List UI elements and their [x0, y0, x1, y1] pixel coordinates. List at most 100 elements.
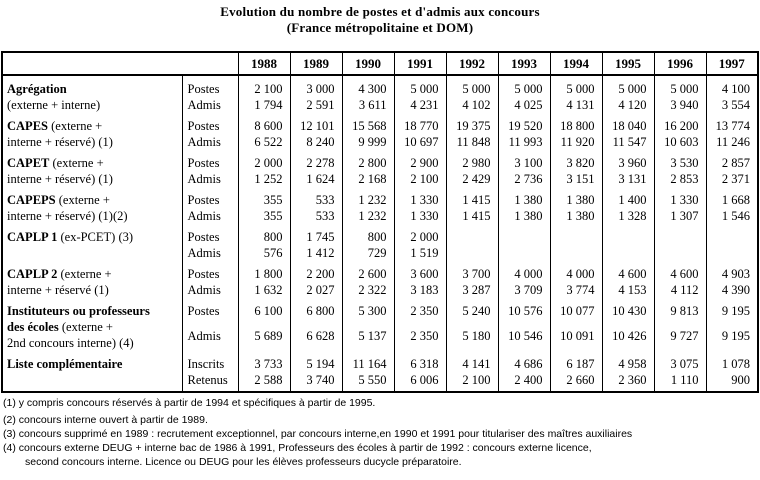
value-cell: 3 000: [289, 75, 343, 97]
row-sublabel: Admis: [181, 245, 239, 261]
row-sublabel: Admis: [181, 208, 239, 224]
table-row: Admis 355 533 1 232 1 330 1 415 1 380 1 380 1 32…: [2, 208, 759, 224]
value-cell: 2 322: [341, 282, 395, 298]
value-cell: 2 400: [497, 372, 551, 392]
table-row: Instituteurs ou professeurs des écoles (e…: [1, 298, 759, 351]
value-cell: 3 530: [653, 150, 707, 171]
value-cell: 2 800: [341, 150, 395, 171]
value-cell: 4 903: [705, 261, 759, 282]
value-cell: 10 430: [601, 298, 655, 329]
value-cell: 5 000: [393, 75, 447, 97]
row-sublabel: Postes: [181, 113, 239, 134]
row-group-label: CAPES (externe + interne + réservé) (1): [1, 113, 183, 150]
value-cell: 2 429: [445, 171, 499, 187]
row-group-label-text: interne + réservé) (1)(2): [7, 209, 128, 223]
row-group-label-text: Instituteurs ou professeurs: [7, 304, 150, 318]
value-cell: [705, 224, 759, 245]
value-cell: 3 287: [445, 282, 499, 298]
value-cell: 2 168: [341, 171, 395, 187]
value-cell: 10 603: [653, 134, 707, 150]
row-sublabel: Postes: [181, 261, 239, 282]
row-sublabel: Admis: [181, 282, 239, 298]
value-cell: 800: [237, 224, 291, 245]
table-header-row: 1988 1989 1990 1991 1992 1993 1994 1995 1996 1997: [1, 52, 759, 76]
year-header: 1993: [497, 52, 551, 76]
value-cell: 4 300: [341, 75, 395, 97]
value-cell: 2 350: [393, 298, 447, 329]
value-cell: 355: [237, 187, 291, 208]
row-sublabel: Admis: [181, 97, 239, 113]
value-cell: 8 600: [237, 113, 291, 134]
row-sublabel: Postes: [181, 224, 239, 245]
value-cell: 11 547: [601, 134, 655, 150]
table-row: Admis 1 794 2 591 3 611 4 231 4 102 4 025 4 131…: [2, 97, 759, 113]
value-cell: 3 131: [601, 171, 655, 187]
value-cell: [601, 245, 655, 261]
row-sublabel: Postes: [181, 75, 239, 97]
row-group-label: CAPLP 2 (externe + interne + réservé (1): [1, 261, 183, 298]
row-sublabel: Inscrits: [181, 351, 239, 372]
table-row: Retenus 2 588 3 740 5 550 6 006 2 100 2 400 2 6…: [2, 372, 759, 392]
value-cell: 5 300: [341, 298, 395, 329]
value-cell: 4 131: [549, 97, 603, 113]
value-cell: 1 632: [237, 282, 291, 298]
value-cell: 2 027: [289, 282, 343, 298]
value-cell: 1 415: [445, 208, 499, 224]
value-cell: 11 993: [497, 134, 551, 150]
row-group-label-line: CAPLP 2 (externe +: [7, 266, 182, 282]
value-cell: 2 591: [289, 97, 343, 113]
value-cell: 1 110: [653, 372, 707, 392]
row-sublabel: Postes: [181, 150, 239, 171]
value-cell: 4 112: [653, 282, 707, 298]
table-row: Admis 1 632 2 027 2 322 3 183 3 287 3 709 3 774…: [2, 282, 759, 298]
row-group-label-line: CAPEPS (externe +: [7, 192, 182, 208]
year-header: 1996: [653, 52, 707, 76]
value-cell: 4 153: [601, 282, 655, 298]
value-cell: 1 415: [445, 187, 499, 208]
value-cell: 16 200: [653, 113, 707, 134]
row-group-label-text: CAPET: [7, 156, 50, 170]
value-cell: 5 000: [653, 75, 707, 97]
row-group-label-text: interne + réservé) (1): [7, 172, 113, 186]
row-group-label-line: CAPES (externe +: [7, 118, 182, 134]
value-cell: 3 611: [341, 97, 395, 113]
value-cell: 5 180: [445, 328, 499, 351]
value-cell: 1 232: [341, 208, 395, 224]
value-cell: 2 350: [393, 328, 447, 351]
value-cell: [549, 245, 603, 261]
row-sublabel: Postes: [181, 298, 239, 329]
value-cell: 11 848: [445, 134, 499, 150]
value-cell: 10 546: [497, 328, 551, 351]
row-group-label-text: 2nd concours interne) (4): [7, 336, 134, 350]
table-row: CAPLP 1 (ex-PCET) (3) Postes 800 1 745 800 2 …: [1, 224, 759, 261]
row-sublabel: Admis: [181, 134, 239, 150]
row-group-label-line: interne + réservé (1): [7, 282, 182, 298]
value-cell: 6 628: [289, 328, 343, 351]
value-cell: 2 000: [393, 224, 447, 245]
value-cell: 11 164: [341, 351, 395, 372]
row-group-label-line: interne + réservé) (1)(2): [7, 208, 182, 224]
value-cell: 4 120: [601, 97, 655, 113]
row-group-label-text: des écoles: [7, 320, 59, 334]
row-group-label-line: 2nd concours interne) (4): [7, 335, 182, 351]
row-sublabel: Postes: [181, 187, 239, 208]
value-cell: 6 100: [237, 298, 291, 329]
value-cell: 1 330: [393, 187, 447, 208]
table-row: CAPEPS (externe + interne + réservé) (1)(…: [1, 187, 759, 224]
row-group-label-text: interne + réservé) (1): [7, 135, 113, 149]
value-cell: 3 960: [601, 150, 655, 171]
value-cell: 6 522: [237, 134, 291, 150]
value-cell: 5 194: [289, 351, 343, 372]
footnote-line: (2) concours interne ouvert à partir de …: [3, 414, 208, 426]
table-row: CAPET (externe + interne + réservé) (1) Po…: [1, 150, 759, 187]
value-cell: [497, 224, 551, 245]
year-header: 1992: [445, 52, 499, 76]
value-cell: 2 980: [445, 150, 499, 171]
row-group-label-line: Liste complémentaire: [7, 356, 182, 372]
value-cell: 5 240: [445, 298, 499, 329]
value-cell: 2 900: [393, 150, 447, 171]
row-group-label-line: Agrégation: [7, 81, 182, 97]
row-group-label-text: (externe +: [49, 156, 104, 170]
table-row: Admis 6 522 8 240 9 999 10 697 11 848 11 993 11…: [2, 134, 759, 150]
value-cell: 5 689: [237, 328, 291, 351]
